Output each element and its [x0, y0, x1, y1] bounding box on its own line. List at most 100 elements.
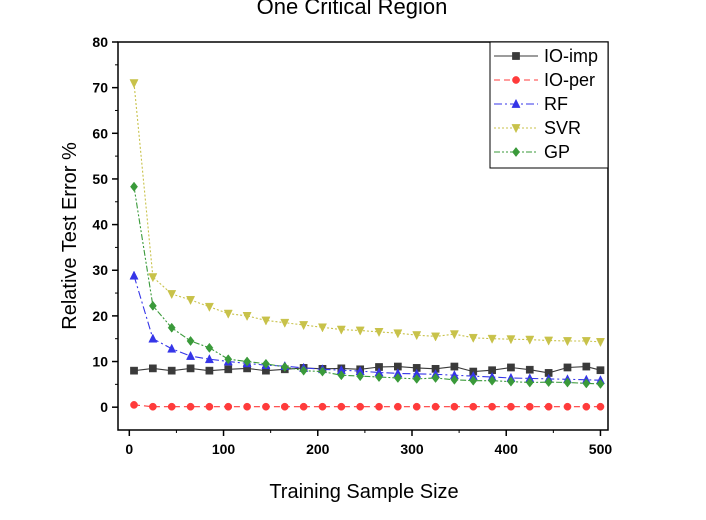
- data-point: [129, 79, 139, 89]
- data-point: [488, 402, 496, 411]
- data-point: [450, 362, 459, 371]
- y-axis-label: Relative Test Error %: [59, 142, 81, 330]
- data-point: [205, 342, 214, 353]
- data-point: [488, 375, 497, 386]
- data-point: [544, 377, 553, 388]
- x-tick-label: 300: [400, 441, 424, 457]
- data-point: [507, 376, 515, 387]
- series-gp: [130, 181, 605, 389]
- data-point: [167, 366, 176, 375]
- legend-label: IO-imp: [544, 46, 598, 66]
- data-point: [337, 370, 346, 381]
- y-tick-label: 40: [92, 217, 108, 233]
- x-tick-label: 500: [589, 441, 613, 457]
- data-point: [393, 372, 402, 383]
- legend-box: [489, 41, 609, 169]
- series-line: [133, 186, 601, 385]
- chart-title: One Critical Region: [257, 0, 448, 19]
- legend-swatch-marker: [512, 52, 520, 60]
- data-point: [186, 364, 195, 373]
- data-point: [130, 401, 138, 409]
- data-point: [280, 362, 289, 373]
- data-point: [130, 366, 138, 375]
- data-point: [525, 365, 534, 374]
- data-point: [450, 402, 459, 411]
- data-point: [374, 328, 384, 338]
- series-io-per: [130, 401, 605, 411]
- data-point: [242, 312, 252, 322]
- data-point: [582, 402, 591, 411]
- data-point: [582, 378, 591, 389]
- data-point: [507, 402, 515, 411]
- data-point: [449, 330, 459, 340]
- data-point: [544, 336, 554, 346]
- data-point: [596, 366, 605, 375]
- data-point: [563, 363, 572, 372]
- x-tick-label: 400: [495, 441, 519, 457]
- y-tick-label: 50: [92, 171, 108, 187]
- legend-label: SVR: [544, 118, 581, 138]
- legend-label: IO-per: [544, 70, 595, 90]
- x-tick-label: 200: [306, 441, 330, 457]
- data-point: [280, 318, 290, 328]
- data-point: [355, 326, 365, 336]
- data-point: [204, 302, 214, 312]
- data-point: [318, 402, 327, 411]
- data-point: [262, 402, 270, 411]
- data-point: [167, 290, 177, 300]
- legend-label: GP: [544, 142, 570, 162]
- data-point: [224, 365, 233, 374]
- data-point: [563, 402, 572, 411]
- data-point: [167, 402, 176, 411]
- plot-frame: [117, 41, 609, 431]
- data-point: [431, 332, 441, 342]
- data-point: [186, 296, 196, 306]
- data-point: [375, 402, 383, 411]
- data-point: [582, 362, 591, 371]
- legend-item: IO-per: [494, 70, 595, 90]
- data-point: [595, 338, 605, 348]
- data-point: [412, 331, 422, 341]
- legend: IO-imp IO-per RF SVR GP: [489, 41, 609, 169]
- data-point: [412, 402, 421, 411]
- data-point: [356, 371, 365, 382]
- legend-item: GP: [494, 142, 570, 162]
- data-point: [507, 363, 515, 372]
- y-tick-label: 0: [100, 399, 108, 415]
- data-point: [205, 366, 214, 375]
- data-point: [356, 402, 365, 411]
- data-point: [525, 335, 535, 345]
- series-line: [133, 275, 601, 381]
- data-point: [431, 372, 440, 383]
- data-point: [450, 374, 459, 385]
- data-point: [544, 402, 553, 411]
- x-axis: 0 100 200 300 400 500: [125, 430, 612, 457]
- data-point: [299, 402, 308, 411]
- y-tick-label: 20: [92, 308, 108, 324]
- series-layer: [129, 79, 605, 411]
- data-point: [186, 402, 195, 411]
- data-point: [581, 337, 591, 347]
- data-point: [186, 350, 196, 360]
- data-point: [393, 329, 403, 339]
- data-point: [149, 364, 157, 373]
- y-tick-label: 30: [92, 262, 108, 278]
- data-point: [318, 366, 327, 377]
- data-point: [562, 337, 572, 347]
- data-point: [375, 372, 383, 383]
- y-axis: 0 10 20 30 40 50 60 70 80: [92, 34, 118, 415]
- legend-item: RF: [494, 94, 568, 114]
- legend-swatch-marker: [511, 98, 521, 108]
- data-point: [148, 300, 157, 311]
- data-point: [468, 333, 478, 343]
- data-point: [262, 358, 270, 369]
- data-point: [525, 402, 534, 411]
- x-tick-label: 100: [212, 441, 236, 457]
- data-point: [167, 343, 177, 353]
- data-point: [596, 402, 605, 411]
- data-point: [469, 402, 478, 411]
- y-tick-label: 70: [92, 80, 108, 96]
- data-point: [224, 402, 233, 411]
- series-io-imp: [130, 362, 605, 377]
- data-point: [148, 273, 158, 283]
